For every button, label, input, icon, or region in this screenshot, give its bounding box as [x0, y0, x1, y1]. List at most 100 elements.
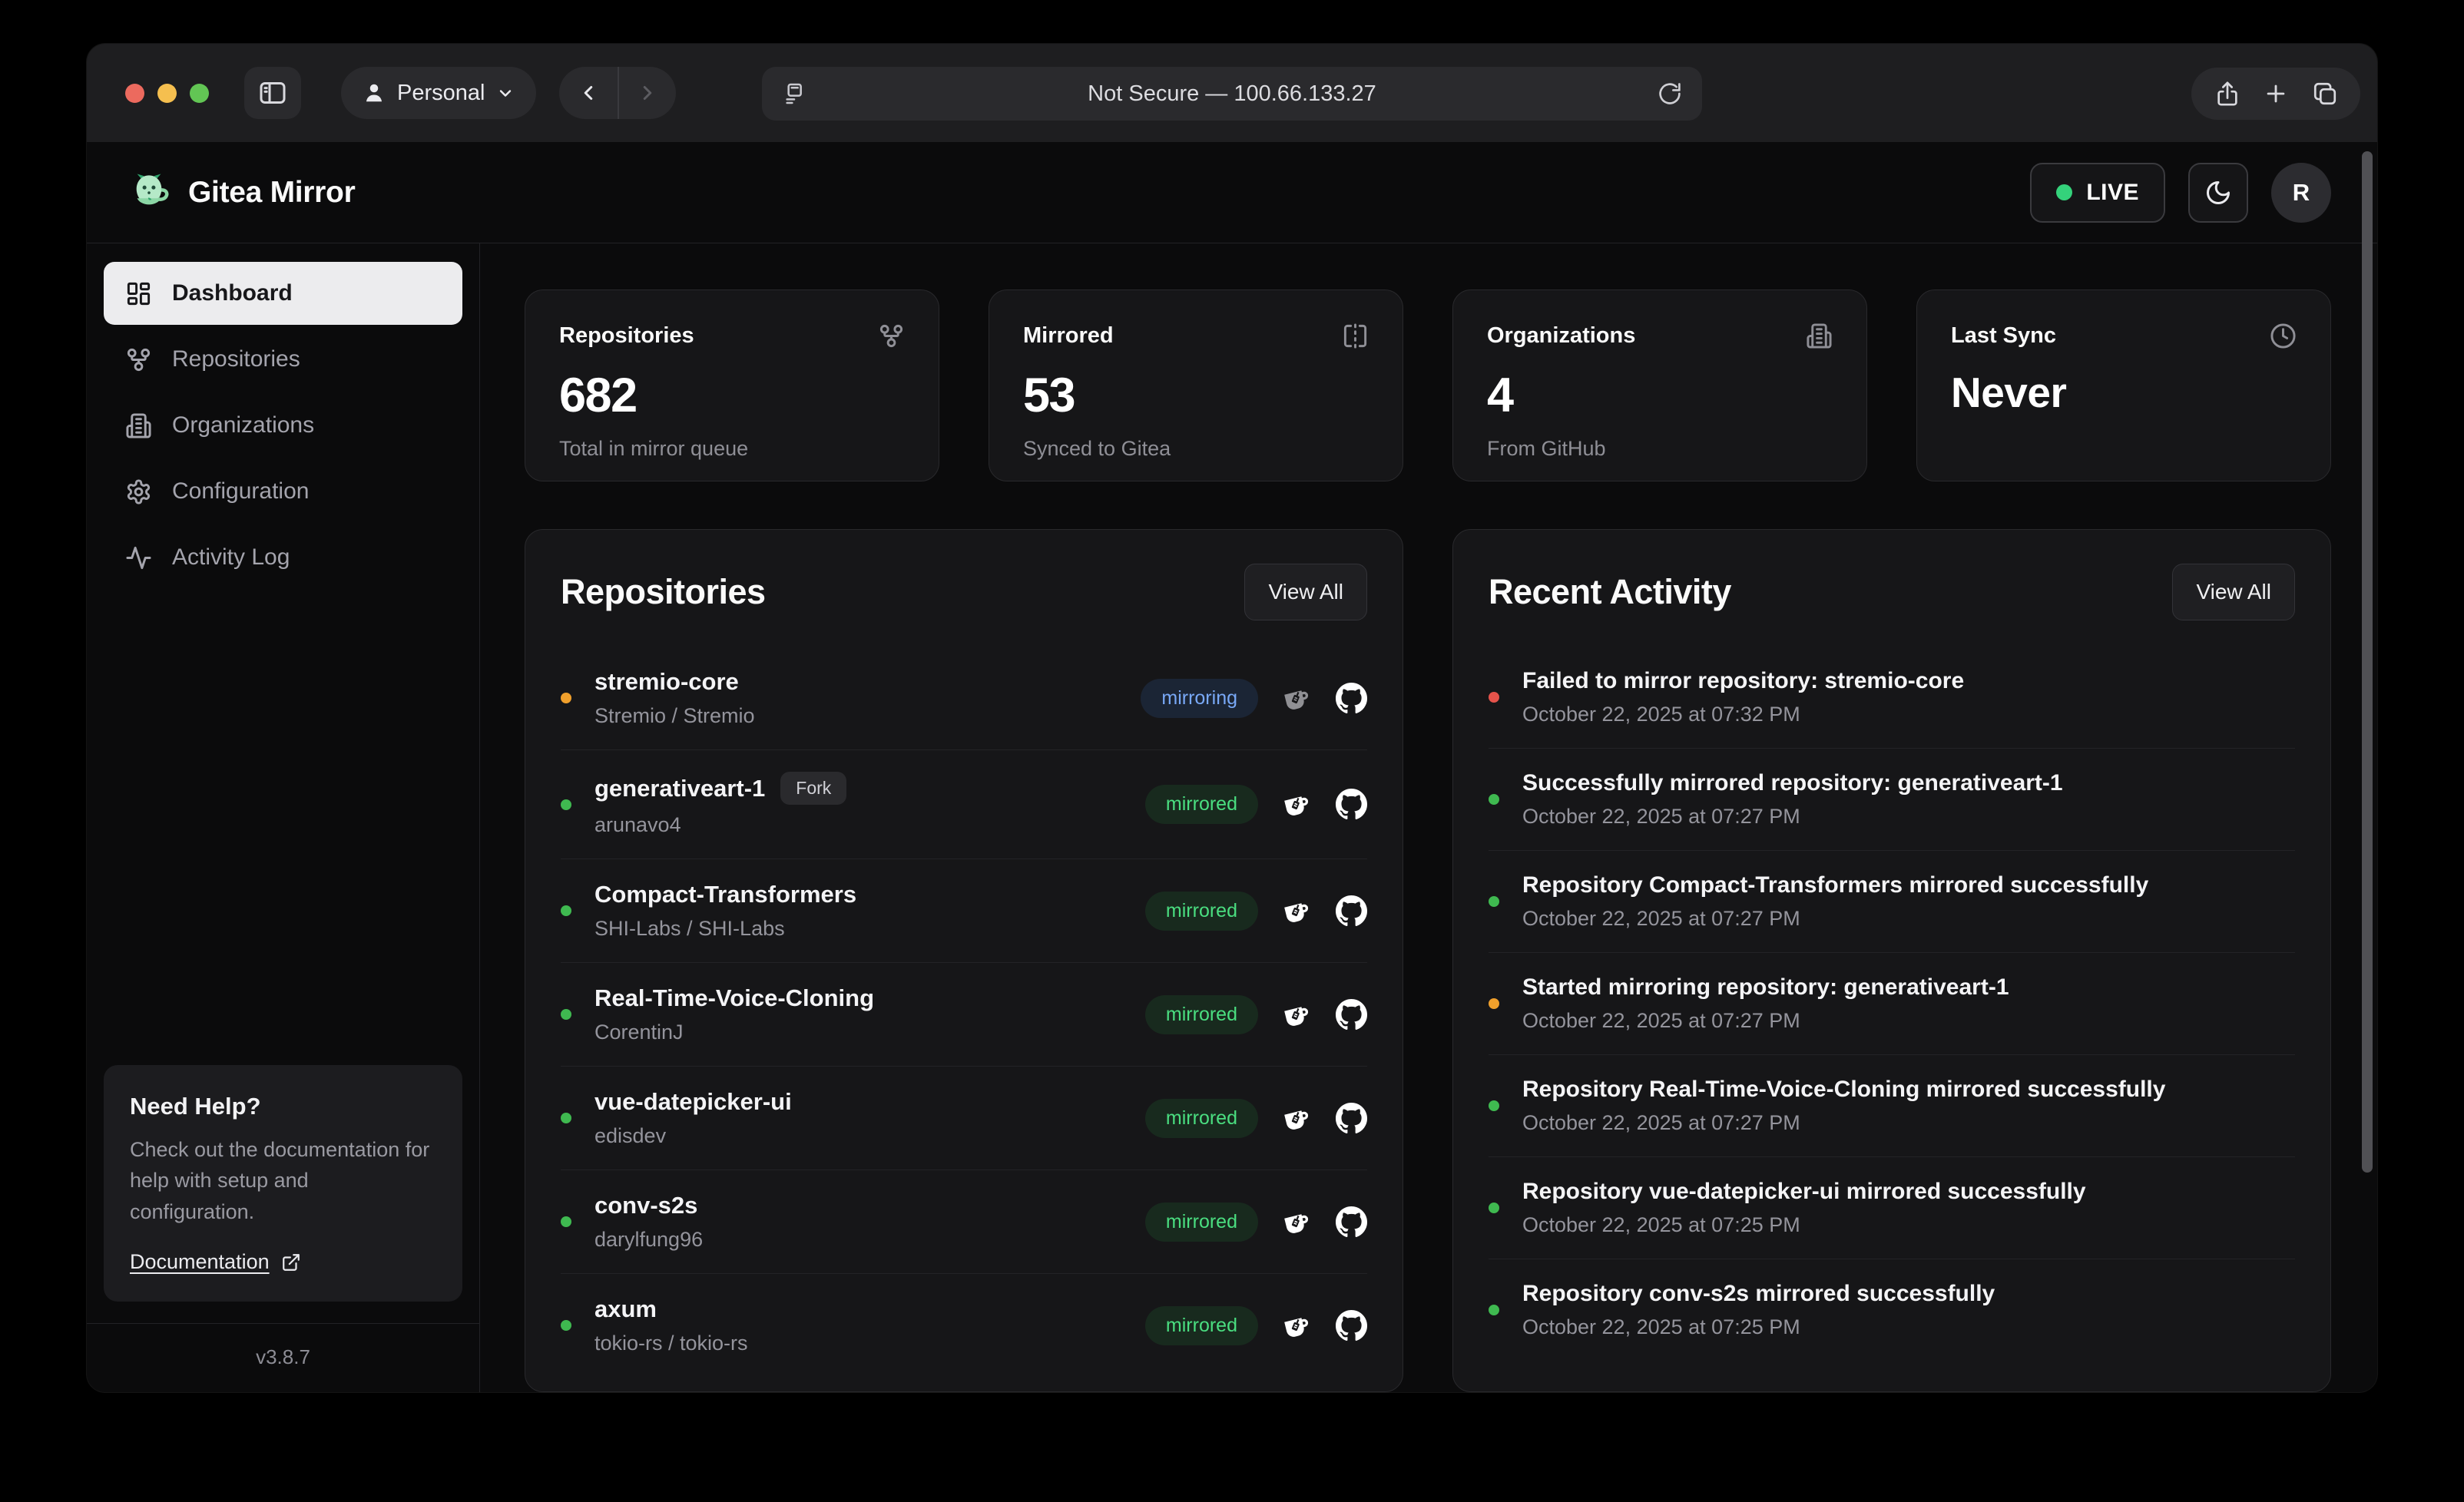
stat-label: Organizations: [1487, 323, 1636, 348]
share-icon[interactable]: [2214, 81, 2240, 107]
live-label: LIVE: [2086, 179, 2139, 205]
live-dot: [2056, 184, 2073, 200]
stat-value: Never: [1951, 369, 2067, 416]
sidebar-item-configuration[interactable]: Configuration: [104, 460, 462, 523]
minimize-window-button[interactable]: [157, 83, 177, 103]
building-icon: [1806, 323, 1833, 349]
forward-button[interactable]: [618, 67, 676, 119]
repo-status-badge: mirrored: [1144, 1202, 1258, 1242]
stat-subtitle: Synced to Gitea: [1023, 437, 1171, 460]
profile-switcher[interactable]: Personal: [341, 67, 537, 119]
help-body: Check out the documentation for help wit…: [130, 1137, 430, 1223]
activity-timestamp: October 22, 2025 at 07:27 PM: [1522, 1009, 1800, 1032]
recent-activity-panel: Recent Activity View All Failed to mirro…: [1452, 529, 2331, 1392]
repositories-panel-title: Repositories: [561, 572, 766, 611]
sidebar-item-label: Organizations: [172, 412, 315, 438]
gear-icon: [125, 478, 152, 505]
chevron-down-icon: [496, 84, 515, 102]
stats-row: Repositories 682 Total in mirror queue M…: [525, 289, 2331, 481]
avatar-initial: R: [2292, 178, 2310, 206]
activity-row: Repository conv-s2s mirrored successfull…: [1489, 1259, 2295, 1361]
main-content: Repositories 682 Total in mirror queue M…: [480, 243, 2377, 1392]
activity-message: Successfully mirrored repository: genera…: [1522, 770, 2063, 796]
stat-label: Last Sync: [1951, 323, 2056, 348]
close-window-button[interactable]: [125, 83, 144, 103]
url-text: Not Secure — 100.66.133.27: [1088, 81, 1376, 106]
repo-status-dot: [561, 1113, 571, 1123]
sidebar: Dashboard Repositories Organizations: [87, 243, 480, 1392]
gitea-cup-icon[interactable]: [1281, 1103, 1313, 1134]
profile-label: Personal: [397, 80, 485, 105]
activity-row: Failed to mirror repository: stremio-cor…: [1489, 647, 2295, 748]
sidebar-toggle-icon: [257, 78, 288, 108]
repo-name: conv-s2s: [594, 1192, 698, 1219]
activity-message: Started mirroring repository: generative…: [1522, 974, 2009, 1000]
gitea-cup-icon[interactable]: [1281, 999, 1313, 1031]
back-button[interactable]: [559, 67, 618, 119]
repo-owner: darylfung96: [594, 1228, 704, 1251]
git-fork-icon: [878, 323, 905, 349]
page-settings-icon[interactable]: [782, 81, 806, 106]
github-icon[interactable]: [1336, 1206, 1367, 1238]
tabs-overview-icon[interactable]: [2312, 81, 2338, 107]
gitea-cup-icon[interactable]: [1281, 895, 1313, 927]
repositories-view-all-button[interactable]: View All: [1244, 564, 1367, 620]
theme-toggle-button[interactable]: [2188, 162, 2248, 223]
gitea-cup-icon[interactable]: [1281, 683, 1313, 714]
activity-status-dot: [1489, 794, 1499, 805]
fork-badge: Fork: [780, 772, 847, 805]
header-actions: LIVE R: [2030, 162, 2331, 223]
activity-message: Repository Real-Time-Voice-Cloning mirro…: [1522, 1077, 2166, 1102]
brand[interactable]: Gitea Mirror: [127, 170, 356, 215]
stat-label: Repositories: [559, 323, 694, 348]
dashboard-grid-icon: [125, 280, 152, 307]
new-tab-icon[interactable]: [2263, 81, 2289, 107]
traffic-lights: [125, 83, 209, 103]
git-fork-icon: [125, 346, 152, 373]
gitea-cup-icon[interactable]: [1281, 1206, 1313, 1238]
sidebar-item-organizations[interactable]: Organizations: [104, 394, 462, 457]
sidebar-item-label: Dashboard: [172, 280, 293, 306]
sidebar-item-activity-log[interactable]: Activity Log: [104, 526, 462, 589]
github-icon[interactable]: [1336, 998, 1367, 1031]
page-scrollbar[interactable]: [2362, 151, 2373, 1173]
github-icon[interactable]: [1336, 1102, 1367, 1134]
avatar[interactable]: R: [2271, 162, 2331, 223]
zoom-window-button[interactable]: [190, 83, 209, 103]
toolbar-right-cluster: [2191, 68, 2360, 120]
repo-status-dot: [561, 799, 571, 810]
activity-status-dot: [1489, 692, 1499, 703]
repo-row: axum tokio-rs / tokio-rs mirrored: [561, 1273, 1367, 1377]
documentation-link-label: Documentation: [130, 1250, 270, 1273]
sidebar-item-label: Repositories: [172, 346, 300, 372]
repo-status-badge: mirroring: [1141, 678, 1258, 718]
activity-row: Started mirroring repository: generative…: [1489, 952, 2295, 1054]
app-version: v3.8.7: [87, 1323, 479, 1392]
page-title: Gitea Mirror: [188, 175, 356, 209]
activity-timestamp: October 22, 2025 at 07:27 PM: [1522, 805, 1800, 828]
activity-view-all-button[interactable]: View All: [2172, 564, 2295, 620]
moon-icon: [2204, 179, 2232, 207]
github-icon[interactable]: [1336, 1309, 1367, 1342]
github-icon[interactable]: [1336, 895, 1367, 927]
app-header: Gitea Mirror LIVE R: [87, 142, 2377, 243]
address-bar[interactable]: Not Secure — 100.66.133.27: [762, 67, 1702, 121]
documentation-link[interactable]: Documentation: [130, 1250, 301, 1274]
gitea-cup-icon[interactable]: [1281, 1310, 1313, 1342]
gitea-logo: [127, 170, 171, 215]
repo-name: generativeart-1: [594, 774, 766, 802]
repo-row: Compact-Transformers SHI-Labs / SHI-Labs…: [561, 859, 1367, 962]
live-status-badge[interactable]: LIVE: [2030, 162, 2165, 223]
repo-status-dot: [561, 1216, 571, 1227]
sidebar-toggle-button[interactable]: [244, 67, 301, 119]
repo-owner: Stremio / Stremio: [594, 704, 755, 727]
building-icon: [125, 412, 152, 439]
github-icon[interactable]: [1336, 682, 1367, 714]
github-icon[interactable]: [1336, 789, 1367, 820]
browser-window: Personal Not Secure — 100.66.133.27: [87, 44, 2377, 1392]
sidebar-item-repositories[interactable]: Repositories: [104, 328, 462, 391]
sidebar-item-dashboard[interactable]: Dashboard: [104, 262, 462, 325]
activity-status-dot: [1489, 998, 1499, 1009]
reload-icon[interactable]: [1658, 81, 1682, 106]
gitea-cup-icon[interactable]: [1281, 789, 1313, 820]
